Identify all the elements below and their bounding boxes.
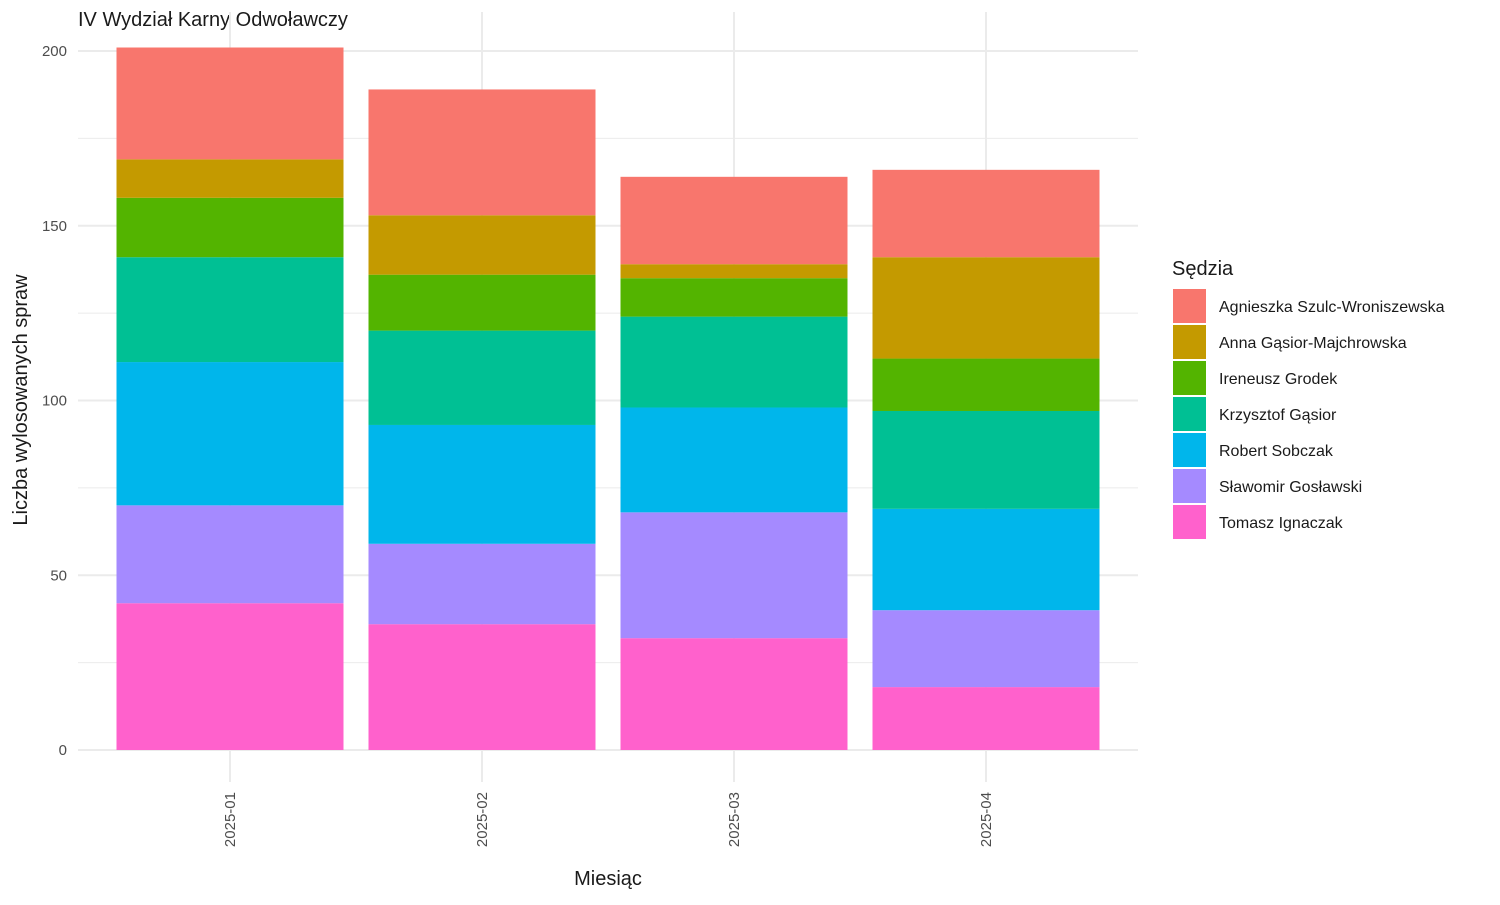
- legend-key: [1173, 325, 1206, 359]
- bar-segment: [620, 512, 848, 639]
- legend-label: Ireneusz Grodek: [1219, 371, 1338, 388]
- bar-segment: [116, 505, 344, 604]
- bar-segment: [368, 274, 596, 331]
- bar-segment: [368, 89, 596, 216]
- y-tick-label: 100: [42, 393, 67, 410]
- legend-key: [1173, 361, 1206, 395]
- bar-segment: [368, 215, 596, 275]
- x-axis-ticks: 2025-01 2025-02 2025-03 2025-04: [222, 792, 995, 847]
- bar-segment: [872, 358, 1100, 411]
- bar-segment: [872, 687, 1100, 750]
- bar-segment: [116, 257, 344, 363]
- bar-segment: [620, 638, 848, 750]
- bar-segment: [116, 159, 344, 198]
- legend-label: Agnieszka Szulc-Wroniszewska: [1219, 299, 1445, 316]
- legend-key: [1173, 469, 1206, 503]
- bar-segment: [872, 257, 1100, 359]
- legend-label: Robert Sobczak: [1219, 443, 1334, 460]
- bar-segment: [116, 47, 344, 160]
- y-axis-title: Liczba wylosowanych spraw: [10, 274, 32, 526]
- legend-title: Sędzia: [1172, 258, 1234, 280]
- bar-segment: [368, 624, 596, 750]
- x-tick-label: 2025-03: [726, 792, 743, 847]
- bar-segment: [368, 424, 596, 544]
- legend: Sędzia Agnieszka Szulc-Wroniszewska Anna …: [1172, 258, 1445, 539]
- bar-segment: [872, 508, 1100, 611]
- x-tick-label: 2025-01: [222, 792, 239, 847]
- y-tick-label: 50: [50, 567, 67, 584]
- bar-segment: [620, 176, 848, 265]
- bar-segment: [872, 169, 1100, 258]
- x-tick-label: 2025-04: [978, 792, 995, 847]
- bar-segment: [368, 543, 596, 625]
- y-tick-label: 150: [42, 218, 67, 235]
- bar-segment: [620, 407, 848, 513]
- legend-label: Sławomir Gosławski: [1219, 479, 1362, 496]
- y-tick-label: 0: [59, 742, 67, 759]
- bars: [116, 47, 1100, 750]
- x-tick-label: 2025-02: [474, 792, 491, 847]
- y-tick-label: 200: [42, 43, 67, 60]
- bar-segment: [620, 264, 848, 279]
- x-axis-title: Miesiąc: [574, 868, 642, 890]
- bar-segment: [620, 278, 848, 317]
- legend-key: [1173, 433, 1206, 467]
- legend-label: Anna Gąsior-Majchrowska: [1219, 335, 1407, 352]
- bar-segment: [116, 362, 344, 506]
- bar-segment: [116, 603, 344, 750]
- legend-key: [1173, 397, 1206, 431]
- legend-label: Krzysztof Gąsior: [1219, 407, 1337, 424]
- legend-key: [1173, 505, 1206, 539]
- bar-segment: [116, 197, 344, 258]
- bar-segment: [620, 316, 848, 408]
- bar-segment: [872, 410, 1100, 509]
- bar-segment: [368, 330, 596, 425]
- y-axis-ticks: 0 50 100 150 200: [42, 43, 67, 759]
- chart-title: IV Wydział Karny Odwoławczy: [78, 9, 348, 31]
- legend-label: Tomasz Ignaczak: [1219, 515, 1344, 532]
- bar-segment: [872, 610, 1100, 688]
- legend-key: [1173, 289, 1206, 323]
